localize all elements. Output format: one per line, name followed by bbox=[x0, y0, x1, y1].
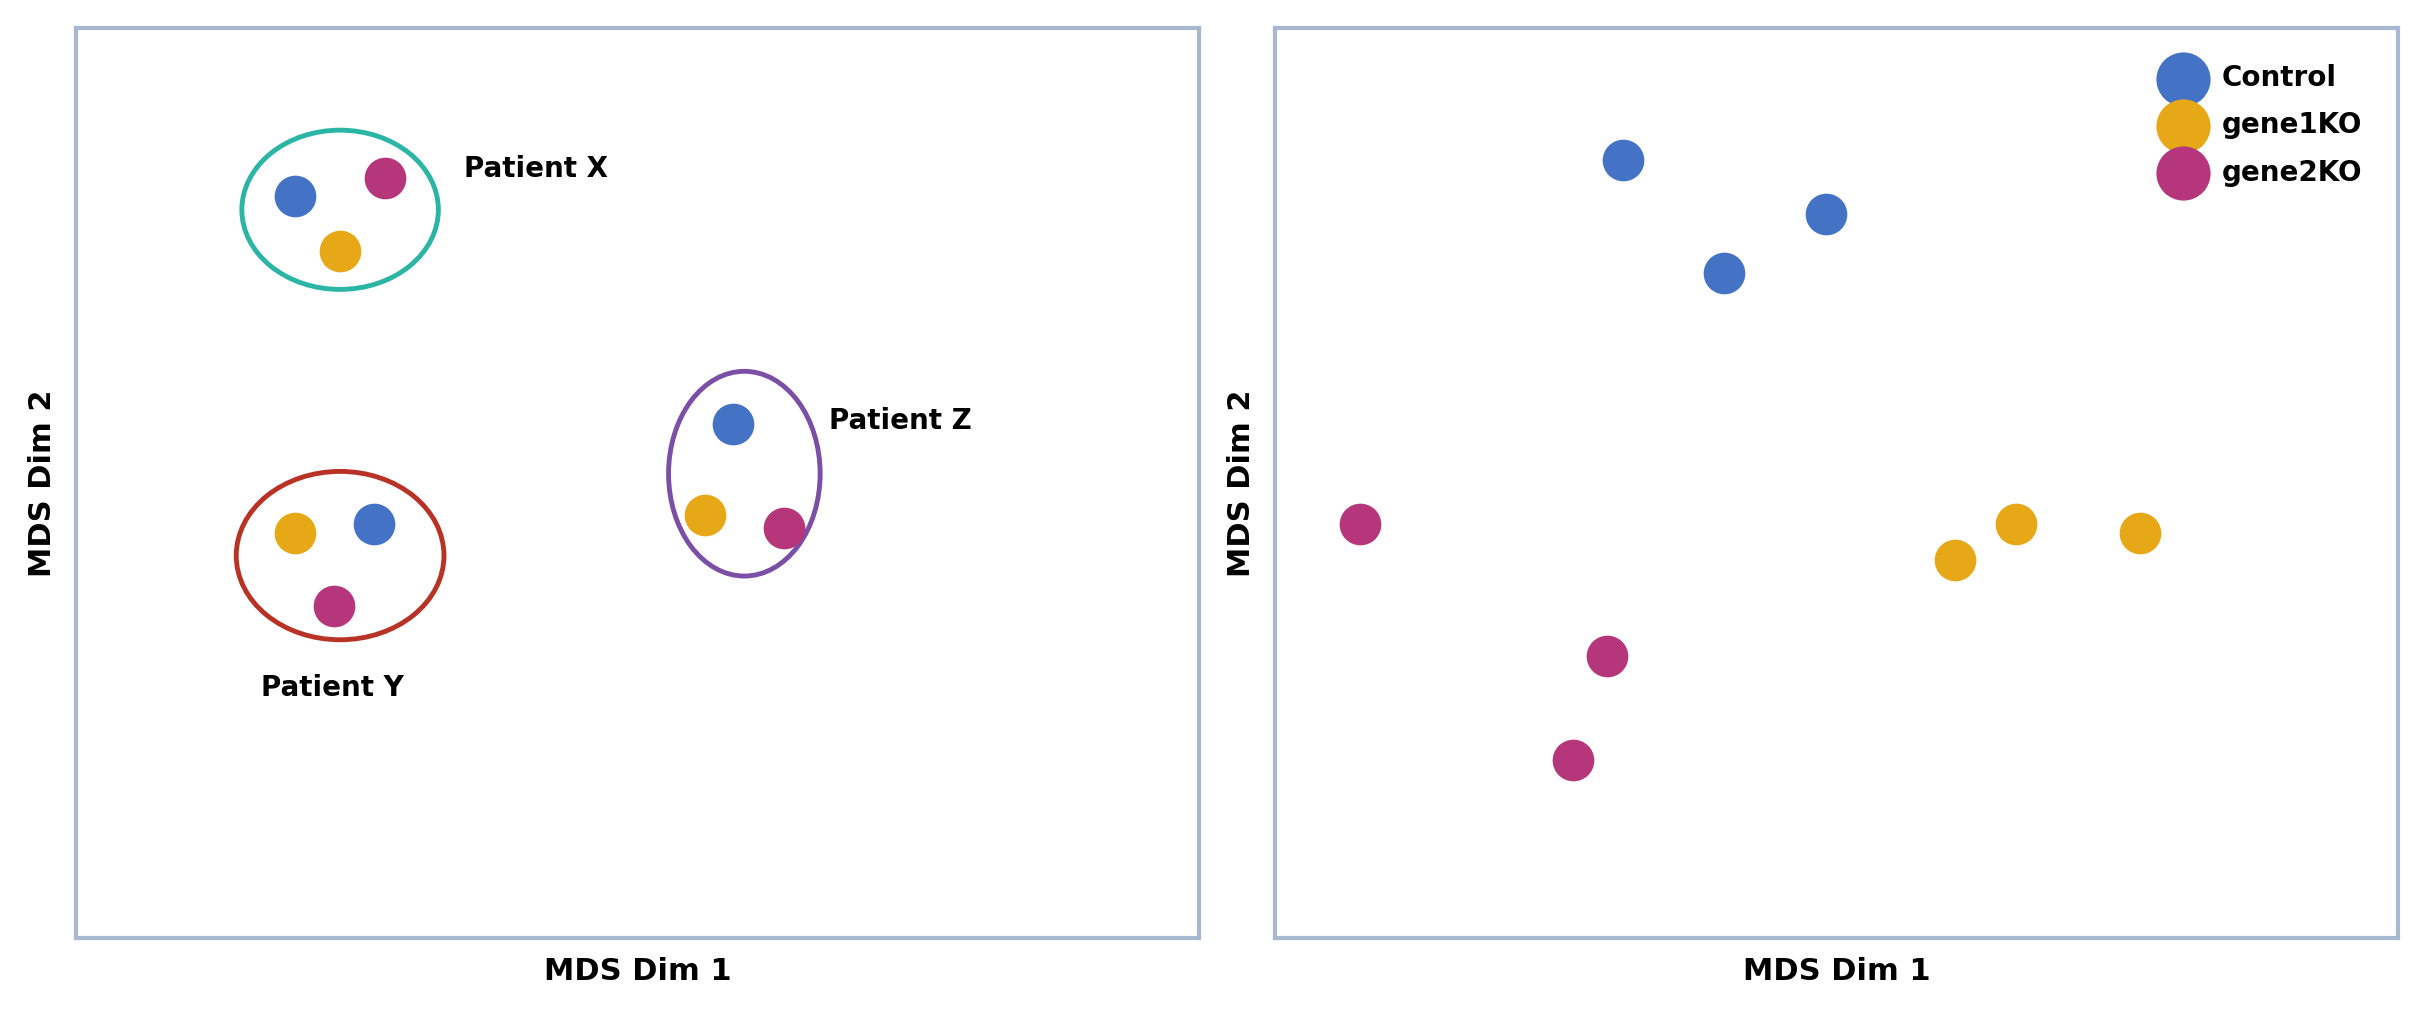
Point bbox=[277, 188, 315, 204]
Y-axis label: MDS Dim 2: MDS Dim 2 bbox=[27, 389, 56, 577]
Point bbox=[687, 507, 725, 523]
Control bbox=[1805, 206, 1844, 222]
Point bbox=[764, 520, 803, 536]
gene2KO bbox=[1339, 515, 1378, 531]
Point bbox=[277, 524, 315, 540]
Point bbox=[366, 169, 405, 186]
Control bbox=[1604, 152, 1642, 168]
Point bbox=[320, 242, 359, 259]
gene1KO bbox=[1997, 515, 2035, 531]
Text: Patient X: Patient X bbox=[463, 155, 606, 183]
gene1KO bbox=[2120, 524, 2159, 540]
X-axis label: MDS Dim 1: MDS Dim 1 bbox=[1742, 957, 1931, 987]
gene1KO bbox=[1936, 552, 1975, 568]
Text: Patient Z: Patient Z bbox=[830, 407, 970, 435]
Control bbox=[1705, 266, 1744, 282]
Legend: Control, gene1KO, gene2KO: Control, gene1KO, gene2KO bbox=[2132, 42, 2385, 209]
gene2KO bbox=[1553, 752, 1591, 769]
Point bbox=[315, 597, 354, 613]
gene2KO bbox=[1587, 648, 1625, 664]
Y-axis label: MDS Dim 2: MDS Dim 2 bbox=[1228, 389, 1257, 577]
Text: Patient Y: Patient Y bbox=[262, 673, 405, 702]
X-axis label: MDS Dim 1: MDS Dim 1 bbox=[543, 957, 733, 987]
Point bbox=[354, 515, 393, 531]
Point bbox=[713, 416, 752, 432]
